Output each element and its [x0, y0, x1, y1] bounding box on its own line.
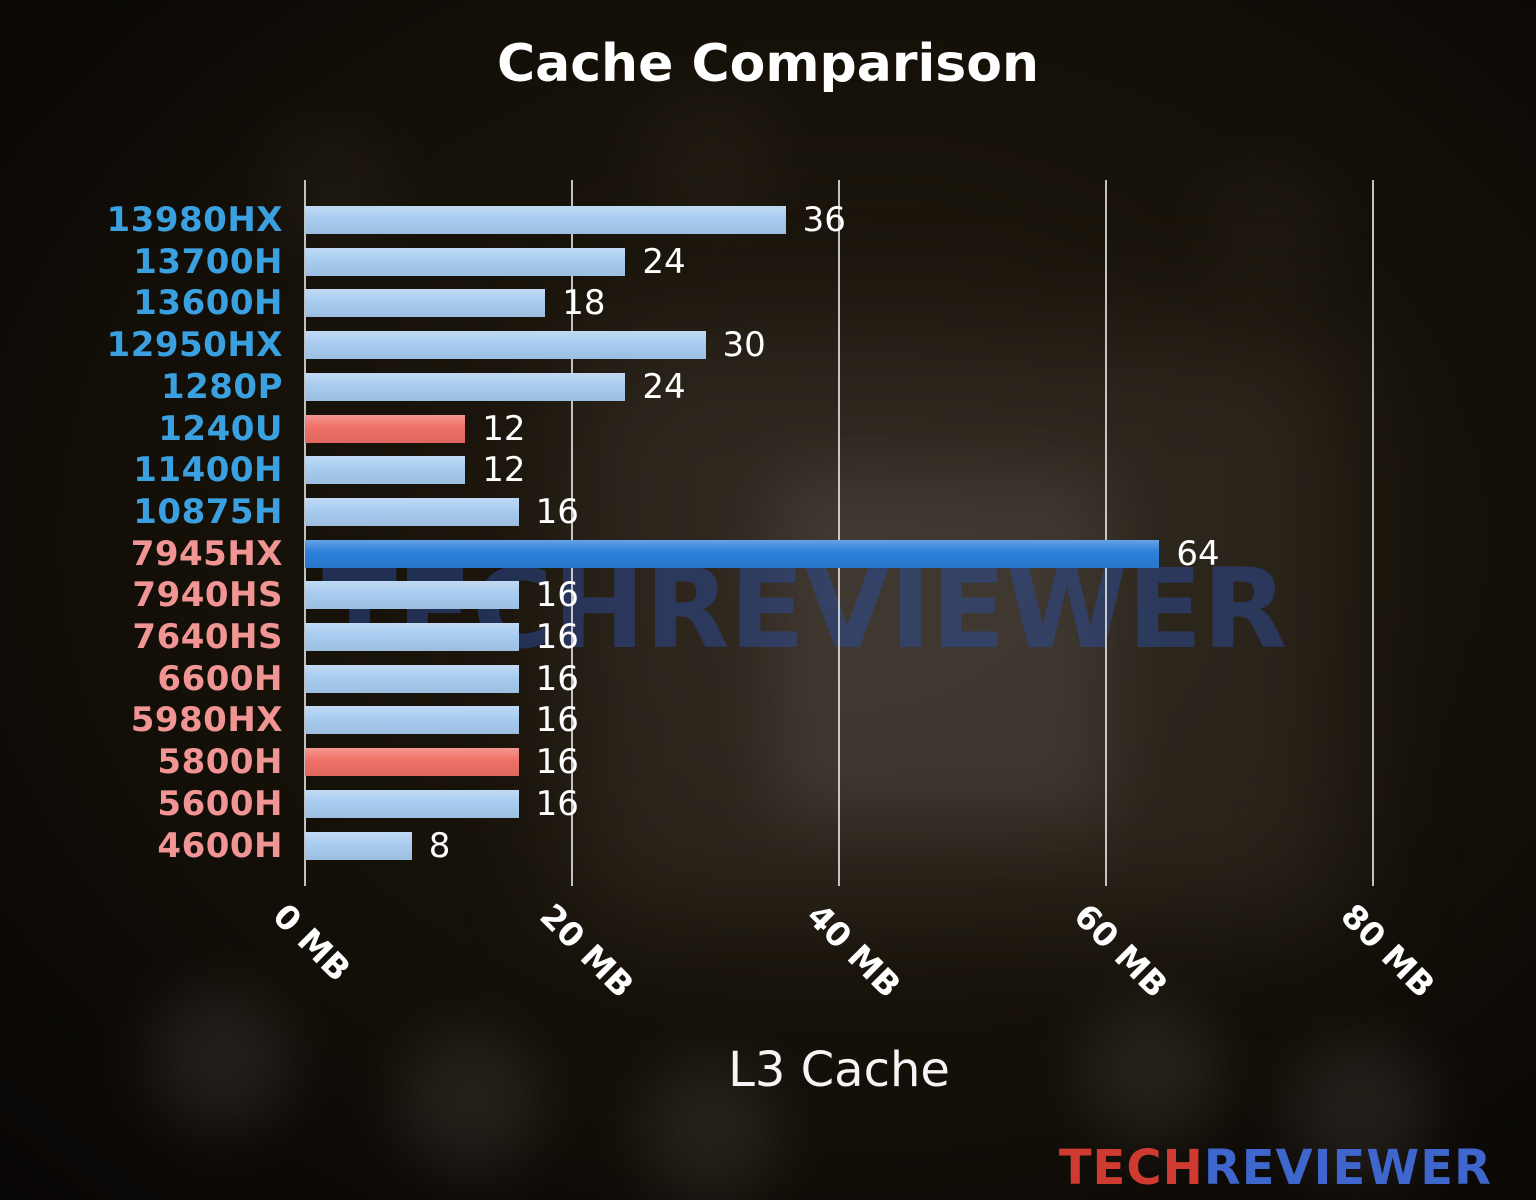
value-label: 24: [642, 241, 686, 282]
category-label: 12950HX: [106, 325, 283, 366]
category-label: 6600H: [157, 658, 283, 699]
bar: [305, 664, 519, 693]
value-label: 16: [535, 658, 579, 699]
value-label: 18: [562, 283, 606, 324]
category-label: 13980HX: [106, 200, 283, 240]
value-label: 36: [802, 200, 846, 240]
category-label: 1240U: [158, 408, 283, 449]
value-label: 12: [482, 408, 526, 449]
plot-area: 36 24 18 30 24 12 12 16 64 16 16 16 16 16 16 8: [304, 180, 1374, 886]
value-label: 16: [535, 742, 579, 783]
category-label: 11400H: [133, 450, 283, 491]
y-axis-labels: 13980HX 13700H 13600H 12950HX 1280P 1240U 1140…: [0, 0, 293, 1200]
value-label: 12: [482, 450, 526, 491]
bar: [305, 831, 412, 860]
bar: [305, 331, 706, 360]
category-label: 13700H: [133, 241, 283, 282]
category-label: 13600H: [133, 283, 283, 324]
bar: [305, 748, 519, 777]
x-tick-label: 40 MB: [799, 896, 909, 1006]
bar: [305, 497, 519, 526]
category-label: 5600H: [157, 783, 283, 824]
bar: [305, 206, 786, 234]
bar: [305, 414, 466, 443]
bar: [305, 247, 626, 276]
value-label: 16: [535, 700, 579, 741]
logo-tech: TECH: [1058, 1140, 1204, 1196]
x-tick-label: 20 MB: [532, 896, 642, 1006]
category-label: 7640HS: [132, 617, 283, 657]
value-label: 16: [535, 783, 579, 824]
gridline: [571, 180, 573, 886]
gridline: [304, 180, 306, 886]
category-label: 5800H: [157, 742, 283, 783]
x-tick-label: 80 MB: [1333, 896, 1443, 1006]
value-label: 16: [535, 575, 579, 616]
value-label: 64: [1176, 533, 1220, 574]
category-label: 4600H: [157, 825, 283, 866]
category-label: 7945HX: [130, 533, 283, 574]
gridline: [1372, 180, 1374, 886]
x-axis-label: L3 Cache: [728, 1042, 950, 1098]
bar: [305, 623, 519, 651]
brand-logo: TECHREVIEWER: [1059, 1140, 1492, 1196]
value-label: 16: [535, 617, 579, 657]
value-label: 8: [428, 825, 451, 866]
bar: [305, 456, 466, 485]
logo-reviewer: REVIEWER: [1203, 1140, 1492, 1196]
value-label: 16: [535, 491, 579, 532]
category-label: 5980HX: [130, 700, 283, 741]
bar: [305, 539, 1160, 568]
gridline: [838, 180, 840, 886]
bar: [305, 581, 519, 610]
bar: [305, 289, 546, 318]
bar: [305, 706, 519, 735]
value-label: 24: [642, 366, 686, 407]
x-tick-label: 60 MB: [1066, 896, 1176, 1006]
category-label: 1280P: [160, 366, 283, 407]
gridline: [1105, 180, 1107, 886]
bar: [305, 789, 519, 818]
chart-title: Cache Comparison: [496, 34, 1039, 94]
bar: [305, 372, 626, 401]
category-label: 7940HS: [132, 575, 283, 616]
category-label: 10875H: [133, 491, 283, 532]
value-label: 30: [722, 325, 766, 366]
